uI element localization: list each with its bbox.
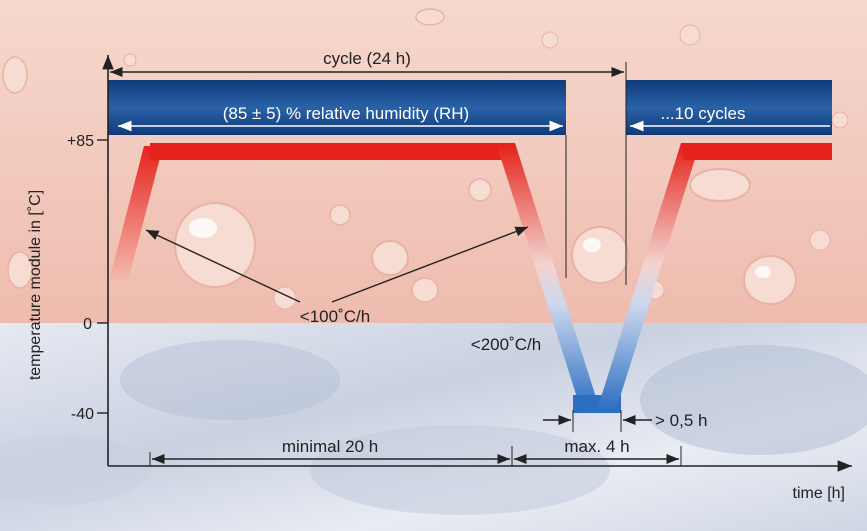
cycles-label: ...10 cycles [660,104,745,123]
rate-up-arrow-left [145,229,301,303]
warm-background [0,0,867,323]
hold-label: > 0,5 h [655,411,707,430]
tick-label-minus-40: -40 [71,406,94,423]
ramp-down-segment [496,143,600,410]
rate-up-label: <100˚C/h [300,307,370,326]
tick-label-85: +85 [67,133,94,150]
hot-plateau-2 [683,143,832,160]
x-axis-label: time [h] [793,485,845,502]
max-label: max. 4 h [564,437,629,456]
y-axis-label: temperature module in [˚C] [27,190,44,380]
humidity-label: (85 ± 5) % relative humidity (RH) [223,104,469,123]
minimal-label: minimal 20 h [282,437,378,456]
ramp-up-segment-2 [597,143,700,410]
cold-cloud-shapes [0,340,867,515]
tick-label-0: 0 [83,316,92,333]
ramp-up-segment [108,146,163,285]
cycle-label: cycle (24 h) [323,49,411,68]
hot-plateau [150,143,512,160]
rate-up-arrow-right [331,226,529,303]
rate-down-label: <200˚C/h [471,335,541,354]
